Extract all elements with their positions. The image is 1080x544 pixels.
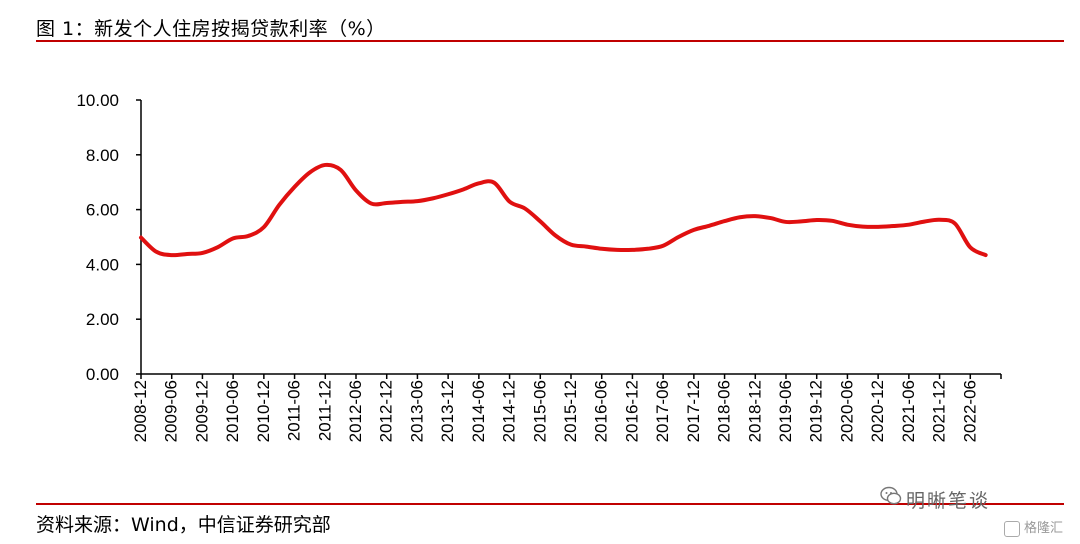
chart-axes	[140, 100, 1001, 375]
source-divider	[36, 503, 1064, 505]
x-axis-ticks: 2008-12 2009-06 2009-12 2010-06 2010-12 2011-…	[131, 374, 1002, 442]
x-tick-label: 2011-12	[315, 380, 334, 441]
x-tick-label: 2020-12	[868, 380, 887, 442]
corner-logo-text: 格隆汇	[1024, 521, 1064, 536]
x-tick-label: 2018-12	[745, 380, 764, 442]
x-tick-label: 2021-06	[899, 380, 918, 442]
x-tick-label: 2015-06	[530, 380, 549, 442]
y-tick-label: 2.00	[86, 310, 119, 329]
x-tick-label: 2010-12	[254, 380, 273, 442]
x-tick-label: 2013-06	[407, 380, 426, 442]
x-tick-label: 2016-06	[592, 380, 611, 442]
chart-title: 图 1：新发个人住房按揭贷款利率（%）	[36, 18, 386, 40]
x-tick-label: 2010-06	[223, 380, 242, 442]
x-tick-label: 2013-12	[438, 380, 457, 442]
x-tick-label: 2017-06	[653, 380, 672, 442]
x-tick-label: 2017-12	[684, 380, 703, 442]
x-tick-label: 2008-12	[131, 380, 150, 442]
y-tick-label: 6.00	[86, 201, 119, 220]
x-tick-label: 2009-06	[162, 380, 181, 442]
x-tick-label: 2018-06	[715, 380, 734, 442]
y-tick-label: 10.00	[76, 91, 119, 110]
x-tick-label: 2019-12	[807, 380, 826, 442]
x-tick-label: 2015-12	[561, 380, 580, 442]
x-tick-label: 2021-12	[930, 380, 949, 442]
series-line	[139, 162, 988, 258]
x-tick-label: 2014-06	[469, 380, 488, 442]
x-tick-label: 2011-06	[285, 380, 304, 441]
wechat-icon	[880, 486, 902, 505]
x-tick-label: 2022-06	[960, 380, 979, 442]
logo-icon	[1004, 520, 1020, 537]
y-tick-label: 8.00	[86, 146, 119, 165]
x-tick-label: 2014-12	[500, 380, 519, 442]
x-tick-label: 2020-06	[837, 380, 856, 442]
y-axis-ticks: 0.00 2.00 4.00 6.00 8.00 10.00	[76, 91, 141, 384]
x-tick-label: 2012-12	[377, 380, 396, 442]
source-note: 资料来源：Wind，中信证券研究部	[36, 514, 331, 536]
x-tick-label: 2019-06	[776, 380, 795, 442]
title-divider	[36, 40, 1064, 42]
y-tick-label: 4.00	[86, 255, 119, 274]
watermark-text: 明晰笔谈	[906, 490, 991, 512]
x-tick-label: 2009-12	[192, 380, 211, 442]
corner-logo: 格隆汇	[1004, 517, 1063, 537]
x-tick-label: 2012-06	[346, 380, 365, 442]
y-tick-label: 0.00	[86, 365, 119, 384]
x-tick-label: 2016-12	[622, 380, 641, 442]
